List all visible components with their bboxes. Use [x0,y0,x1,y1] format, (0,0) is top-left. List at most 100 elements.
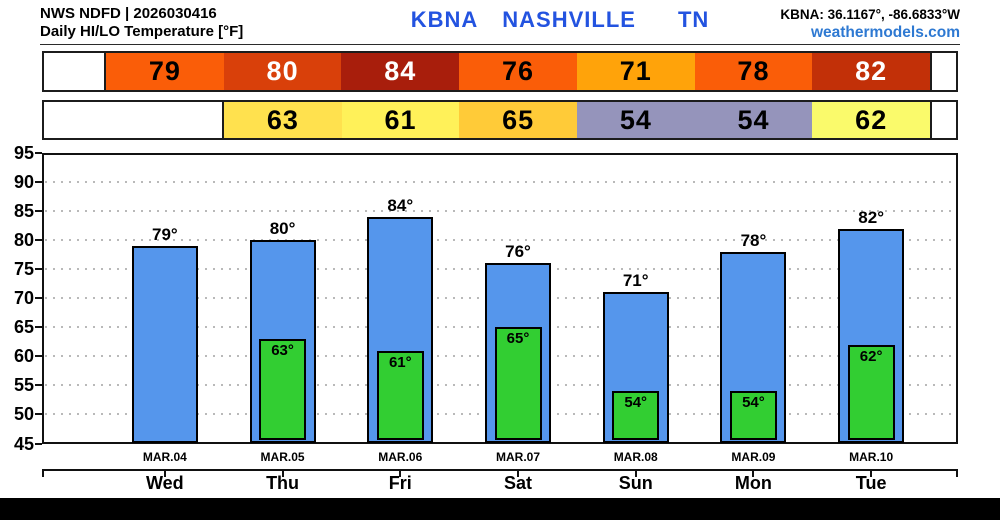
y-axis-tick [35,413,42,416]
low-temp-strip: 63 61 65 54 54 62 [42,100,958,140]
site-link[interactable]: weathermodels.com [810,24,960,41]
high-value-label: 76° [505,242,531,262]
day-axis-tick [956,469,958,477]
y-axis-label: 70 [13,288,34,309]
y-axis-label: 85 [13,201,34,222]
y-axis-label: 45 [13,433,34,454]
y-axis-label: 90 [13,172,34,193]
day-label: Sun [618,473,653,493]
day-axis-tick [281,469,284,477]
y-axis-tick [35,442,42,445]
lo-leading-blank [44,102,224,138]
lo-cell: 65 [459,102,578,138]
hi-cell: 84 [341,53,460,90]
y-axis-tick [35,210,42,213]
date-label: MAR.07 [495,450,540,464]
hi-trailing-blank [930,53,957,90]
low-bar [259,338,307,441]
low-bar [494,327,542,441]
lo-cell: 54 [577,102,695,138]
day-label: Mon [734,473,772,493]
low-bar [376,350,424,441]
hi-cell: 80 [223,53,342,90]
date-label: MAR.08 [613,450,658,464]
hi-cell: 82 [812,53,931,90]
day-axis-line [42,469,958,471]
day-axis-tick [870,469,873,477]
y-axis-label: 60 [13,346,34,367]
header-divider [40,44,960,45]
high-bar [131,245,198,444]
day-axis-tick [517,469,519,477]
y-axis-label: 55 [13,375,34,396]
low-bar [847,344,895,441]
y-axis-tick [35,355,42,358]
station-title: KBNA NASHVILLE TN [380,7,740,33]
day-axis-tick [752,469,755,477]
gridline [45,239,955,242]
lo-trailing-blank [930,102,957,138]
high-value-label: 84° [387,195,414,215]
y-axis-label: 50 [13,404,34,425]
day-label: Sat [503,473,532,493]
day-axis-tick [163,469,166,477]
day-label: Wed [146,473,184,493]
date-label: MAR.09 [731,450,776,464]
high-temp-strip: 79 80 84 76 71 78 82 [42,51,958,92]
footer-bar [0,498,1000,520]
low-value-label: 54° [742,394,765,412]
y-axis-tick [35,326,42,329]
hi-cell: 76 [459,53,577,90]
y-axis-tick [35,239,42,242]
high-value-label: 79° [151,224,178,244]
gridline [45,181,955,184]
product-title: Daily HI/LO Temperature [°F] [40,23,244,40]
date-label: MAR.10 [849,450,894,464]
date-label: MAR.06 [378,450,423,464]
header-left: NWS NDFD | 2026030416 Daily HI/LO Temper… [40,5,243,41]
hi-cell: 78 [694,53,813,90]
day-label: Tue [855,473,887,493]
day-axis-tick [634,469,637,477]
gridline [45,210,955,213]
y-axis-label: 75 [13,259,34,280]
hi-cell: 79 [106,53,224,90]
hi-leading-blank [44,53,106,90]
lo-cell: 63 [224,102,342,138]
high-value-label: 71° [622,271,649,291]
y-axis-label: 80 [13,230,34,251]
date-label: MAR.05 [260,450,305,464]
day-label: Thu [266,473,300,493]
y-axis-tick [35,181,42,184]
lo-cell: 61 [341,102,460,138]
day-axis-tick [42,469,44,477]
station-state: TN [677,7,710,32]
low-value-label: 62° [859,347,883,365]
station-code: KBNA [410,7,479,32]
y-axis-tick [35,297,42,300]
lo-cell: 62 [812,102,931,138]
day-label: Fri [388,473,412,493]
day-axis-tick [399,469,402,477]
low-bar [729,391,777,441]
model-run-line: NWS NDFD | 2026030416 [40,5,217,22]
hi-cell: 71 [576,53,695,90]
lo-cell: 54 [694,102,813,138]
low-value-label: 61° [388,353,412,371]
high-value-label: 82° [858,207,884,227]
date-label: MAR.04 [142,450,187,464]
station-name: NASHVILLE [502,7,636,32]
low-value-label: 54° [624,394,648,412]
high-value-label: 80° [269,219,296,239]
y-axis-label: 65 [13,317,34,338]
low-value-label: 63° [271,341,294,359]
y-axis-tick [35,268,42,271]
y-axis-label: 95 [13,143,34,163]
low-bar [612,391,660,441]
high-value-label: 78° [740,230,767,250]
low-value-label: 65° [506,330,530,348]
y-axis-tick [35,152,42,154]
station-coordinates: KBNA: 36.1167°, -86.6833°W [780,7,960,22]
